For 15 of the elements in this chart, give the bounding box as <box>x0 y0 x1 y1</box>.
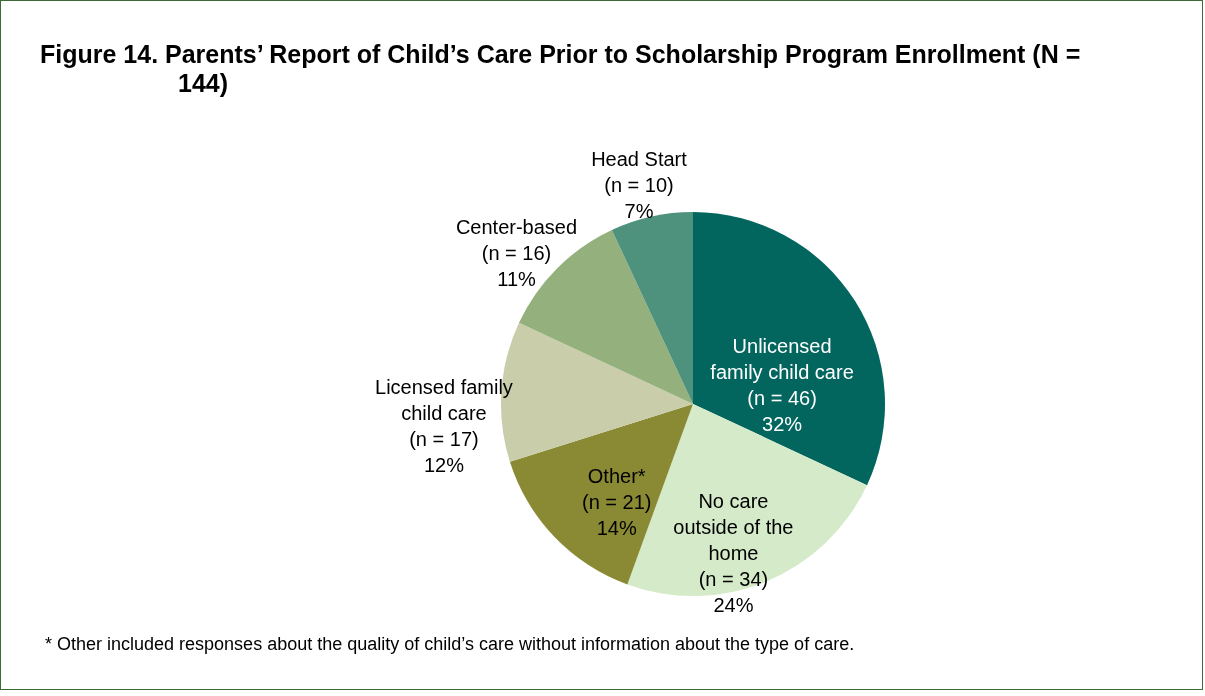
data-label: (n = 34) 24% <box>698 567 769 616</box>
slice-label: Other* <box>587 465 646 488</box>
data-label: (n = 21) 14% <box>581 491 652 540</box>
slice-label: Unlicensed family child care <box>710 335 854 384</box>
data-label: (n = 46) 32% <box>747 387 817 436</box>
data-label: (n = 16) 11% <box>481 241 552 290</box>
data-label: (n = 17) 12% <box>409 427 479 476</box>
pie-slice <box>693 212 885 486</box>
slice-label: Head Start <box>591 148 688 171</box>
slice-label: No care outside of the home <box>673 489 794 564</box>
chart-title: Figure 14. Parents’ Report of Child’s Care Prior to Scholarship Program Enrollment (N = 144) <box>40 40 1082 98</box>
data-label: (n = 10) 7% <box>604 174 674 223</box>
slice-label: Licensed family child care <box>375 375 513 424</box>
text: * Other included responses about the quality of child’s care without information about the type of care. <box>45 634 855 655</box>
slice-label: Center-based <box>455 215 578 238</box>
